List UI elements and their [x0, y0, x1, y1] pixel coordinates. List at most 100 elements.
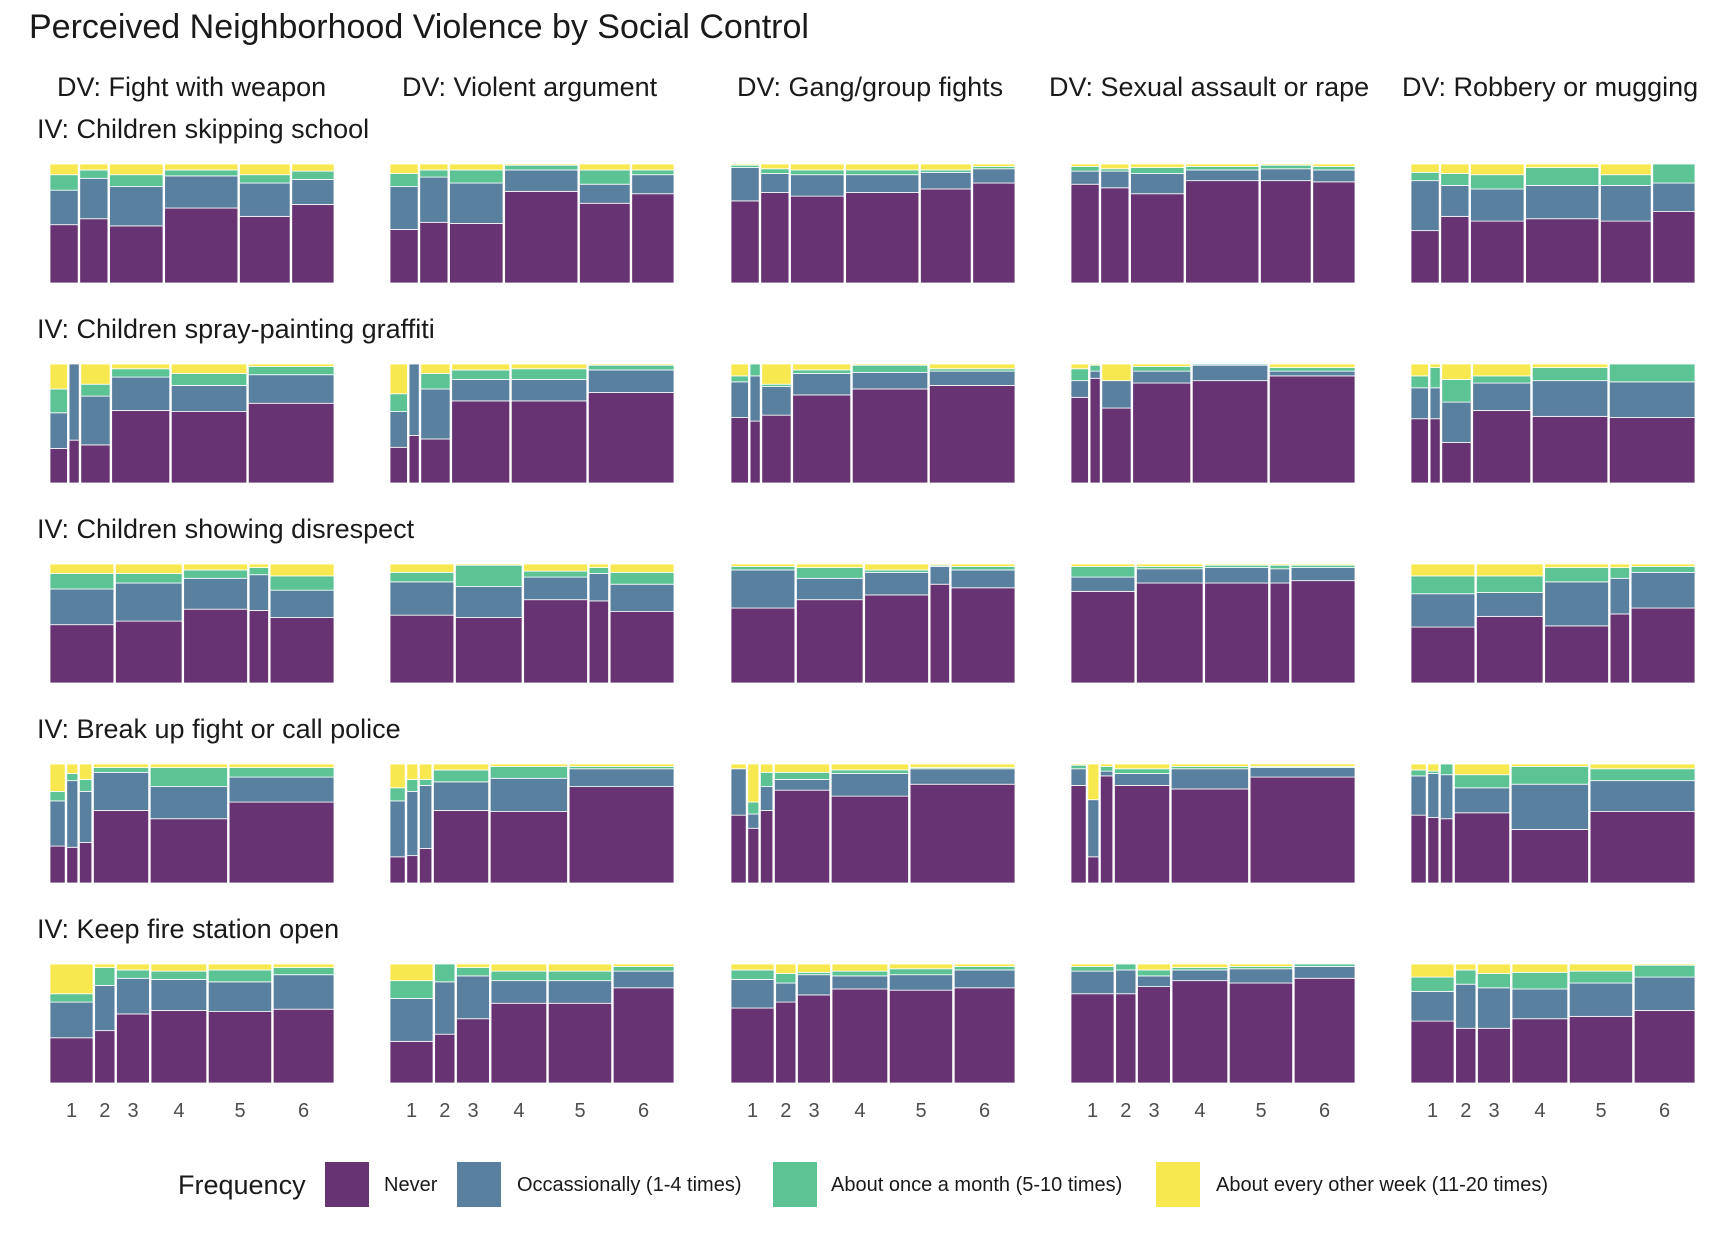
tile-x5-occassionally-1-4-times — [239, 182, 291, 217]
tile-x3-about-every-other-week-11-20-times — [1100, 763, 1114, 767]
panel-children-skipping-school-fight-with-weapon — [49, 163, 335, 284]
panel-keep-fire-station-open-sexual-assault-or-rape — [1070, 963, 1356, 1084]
tile-x4-never — [1454, 812, 1511, 884]
tile-x1-about-once-a-month-5-10-times — [389, 787, 406, 802]
tile-x3-never — [419, 848, 433, 884]
tile-x5-about-every-other-week-11-20-times — [888, 963, 954, 970]
tile-x5-about-every-other-week-11-20-times — [489, 763, 568, 767]
panel-row-4 — [49, 763, 1696, 884]
tile-x3-occassionally-1-4-times — [109, 186, 164, 227]
tile-x6-about-every-other-week-11-20-times — [272, 963, 335, 968]
tile-x1-about-every-other-week-11-20-times — [49, 363, 68, 390]
tile-x1-never — [49, 624, 115, 684]
tile-x4-about-every-other-week-11-20-times — [1525, 163, 1600, 168]
tile-x3-about-once-a-month-5-10-times — [419, 779, 433, 786]
legend-swatch-never — [325, 1162, 369, 1207]
tile-x5-occassionally-1-4-times — [1260, 168, 1312, 182]
tile-x3-about-once-a-month-5-10-times — [420, 373, 451, 390]
tile-x2-occassionally-1-4-times — [1136, 568, 1204, 584]
tile-x4-never — [1269, 582, 1290, 684]
tile-x3-occassionally-1-4-times — [1440, 774, 1454, 820]
tile-x3-never — [1101, 407, 1132, 484]
tile-x3-about-once-a-month-5-10-times — [449, 169, 504, 184]
tile-x2-about-every-other-week-11-20-times — [1429, 363, 1441, 368]
tile-x3-never — [80, 444, 111, 484]
x-tick-label: 4 — [513, 1100, 525, 1122]
tile-x4-about-once-a-month-5-10-times — [490, 970, 548, 982]
tile-x5-about-every-other-week-11-20-times — [1170, 763, 1249, 767]
tile-x4-never — [451, 400, 511, 484]
panel-children-showing-disrespect-robbery-or-mugging — [1410, 563, 1696, 684]
tile-x1-occassionally-1-4-times — [1070, 970, 1115, 995]
tile-x5-occassionally-1-4-times — [888, 974, 954, 991]
tile-x5-about-once-a-month-5-10-times — [830, 769, 909, 774]
tile-x3-occassionally-1-4-times — [183, 577, 248, 610]
tile-x1-about-once-a-month-5-10-times — [730, 565, 796, 571]
tile-x3-about-every-other-week-11-20-times — [109, 163, 164, 176]
tile-x4-occassionally-1-4-times — [929, 565, 950, 585]
tile-x3-never — [760, 810, 774, 884]
x-tick-label: 2 — [1120, 1100, 1132, 1122]
tile-x4-about-every-other-week-11-20-times — [248, 563, 269, 568]
tile-x6-occassionally-1-4-times — [247, 374, 335, 404]
x-tick-label: 5 — [1255, 1100, 1267, 1122]
tile-x2-occassionally-1-4-times — [1087, 799, 1100, 858]
tile-x3-occassionally-1-4-times — [1544, 581, 1609, 627]
tile-x4-never — [1185, 180, 1260, 284]
tile-x2-occassionally-1-4-times — [1100, 170, 1130, 189]
tile-x3-about-once-a-month-5-10-times — [1544, 567, 1609, 583]
x-tick-label: 6 — [298, 1100, 310, 1122]
x-tick-label: 1 — [1086, 1100, 1099, 1122]
tile-x4-about-once-a-month-5-10-times — [451, 369, 511, 380]
tile-x4-about-once-a-month-5-10-times — [93, 767, 150, 773]
tile-x5-about-once-a-month-5-10-times — [207, 969, 273, 983]
tile-x3-about-once-a-month-5-10-times — [79, 779, 93, 792]
tile-x1-about-every-other-week-11-20-times — [389, 363, 408, 395]
column-title-violent-argument: DV: Violent argument — [402, 72, 658, 102]
tile-x5-never — [1260, 180, 1312, 284]
tile-x5-about-every-other-week-11-20-times — [1260, 163, 1312, 166]
tile-x5-never — [888, 989, 954, 1084]
tile-x4-about-every-other-week-11-20-times — [93, 763, 150, 768]
panel-break-up-fight-or-call-police-robbery-or-mugging — [1410, 763, 1696, 884]
panel-break-up-fight-or-call-police-violent-argument — [389, 763, 675, 884]
panel-row-5 — [49, 963, 1696, 1084]
tile-x5-never — [207, 1011, 273, 1084]
panel-row-3 — [49, 563, 1696, 684]
tile-x4-never — [1609, 613, 1630, 684]
tile-x6-about-every-other-week-11-20-times — [953, 963, 1016, 967]
tile-x5-never — [510, 400, 588, 484]
tile-x5-about-every-other-week-11-20-times — [851, 363, 929, 366]
tile-x1-about-once-a-month-5-10-times — [49, 174, 79, 191]
tile-x3-about-once-a-month-5-10-times — [80, 383, 111, 397]
tile-x5-about-every-other-week-11-20-times — [1228, 963, 1294, 967]
tile-x5-about-every-other-week-11-20-times — [1510, 763, 1589, 767]
tile-x3-about-once-a-month-5-10-times — [1130, 167, 1185, 174]
tile-x5-about-every-other-week-11-20-times — [1630, 563, 1696, 567]
tile-x2-occassionally-1-4-times — [749, 375, 761, 422]
tile-x4-occassionally-1-4-times — [1609, 577, 1630, 615]
tile-x3-occassionally-1-4-times — [419, 785, 433, 849]
tile-x1-occassionally-1-4-times — [1410, 387, 1429, 420]
tile-x2-about-once-a-month-5-10-times — [760, 168, 790, 174]
tile-x2-occassionally-1-4-times — [1455, 983, 1477, 1029]
tile-x2-about-every-other-week-11-20-times — [66, 763, 79, 774]
legend-swatch-monthly — [773, 1162, 817, 1207]
tile-x4-about-once-a-month-5-10-times — [248, 567, 269, 576]
tile-x1-about-once-a-month-5-10-times — [49, 790, 66, 802]
tile-x6-about-once-a-month-5-10-times — [228, 767, 335, 778]
tile-x6-about-every-other-week-11-20-times — [909, 763, 1016, 768]
tile-x1-occassionally-1-4-times — [1070, 576, 1136, 592]
tile-x2-about-every-other-week-11-20-times — [79, 163, 109, 171]
tile-x3-about-every-other-week-11-20-times — [456, 963, 490, 968]
tile-x2-never — [406, 855, 419, 884]
tile-x3-about-once-a-month-5-10-times — [1441, 379, 1472, 403]
tile-x3-about-every-other-week-11-20-times — [864, 563, 929, 571]
tile-x5-about-every-other-week-11-20-times — [579, 163, 631, 171]
tile-x6-occassionally-1-4-times — [909, 768, 1016, 785]
tile-x3-occassionally-1-4-times — [1101, 380, 1132, 409]
panel-children-skipping-school-sexual-assault-or-rape — [1070, 163, 1356, 284]
tile-x6-never — [1589, 811, 1696, 884]
tile-x4-occassionally-1-4-times — [1185, 169, 1260, 182]
